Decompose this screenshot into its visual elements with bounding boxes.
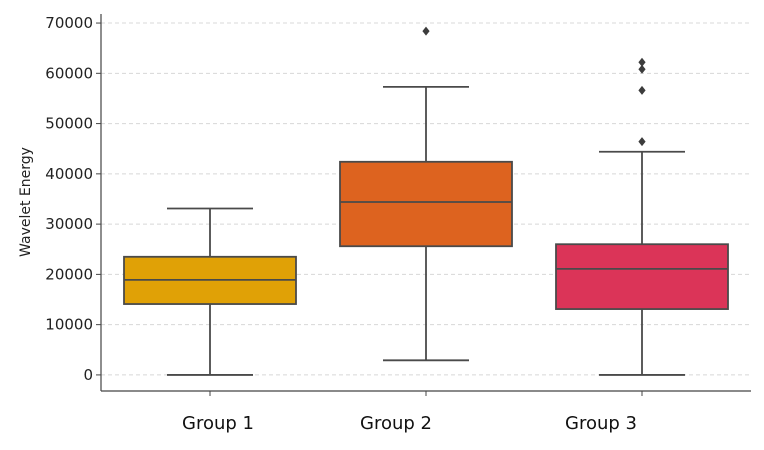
x-tick-layer: Group 1 Group 2 Group 3	[182, 391, 643, 434]
box-group	[123, 207, 297, 376]
outlier-point	[638, 85, 646, 95]
y-tick-label: 70000	[45, 14, 93, 32]
outlier-point	[638, 57, 646, 67]
box-group	[555, 57, 729, 376]
x-tick-label: Group 1	[182, 413, 254, 434]
y-axis-label: Wavelet Energy	[18, 147, 34, 257]
iqr-box	[339, 160, 513, 248]
box-layer	[123, 26, 729, 376]
y-tick-label: 0	[83, 366, 93, 384]
y-tick-label: 50000	[45, 115, 93, 133]
y-tick-label: 60000	[45, 64, 93, 82]
y-tick-label: 30000	[45, 215, 93, 233]
iqr-box	[555, 243, 729, 310]
y-tick-label: 20000	[45, 265, 93, 283]
y-tick-label: 40000	[45, 165, 93, 183]
outlier-point	[638, 64, 646, 74]
outlier-point	[422, 26, 430, 36]
x-tick-label: Group 3	[565, 413, 637, 434]
y-tick-layer: 0 10000 20000 30000 40000 50000 60000 70000	[45, 14, 101, 384]
y-tick-label: 10000	[45, 316, 93, 334]
outlier-point	[638, 137, 646, 147]
box-group	[339, 26, 513, 362]
x-tick-label: Group 2	[360, 413, 432, 434]
